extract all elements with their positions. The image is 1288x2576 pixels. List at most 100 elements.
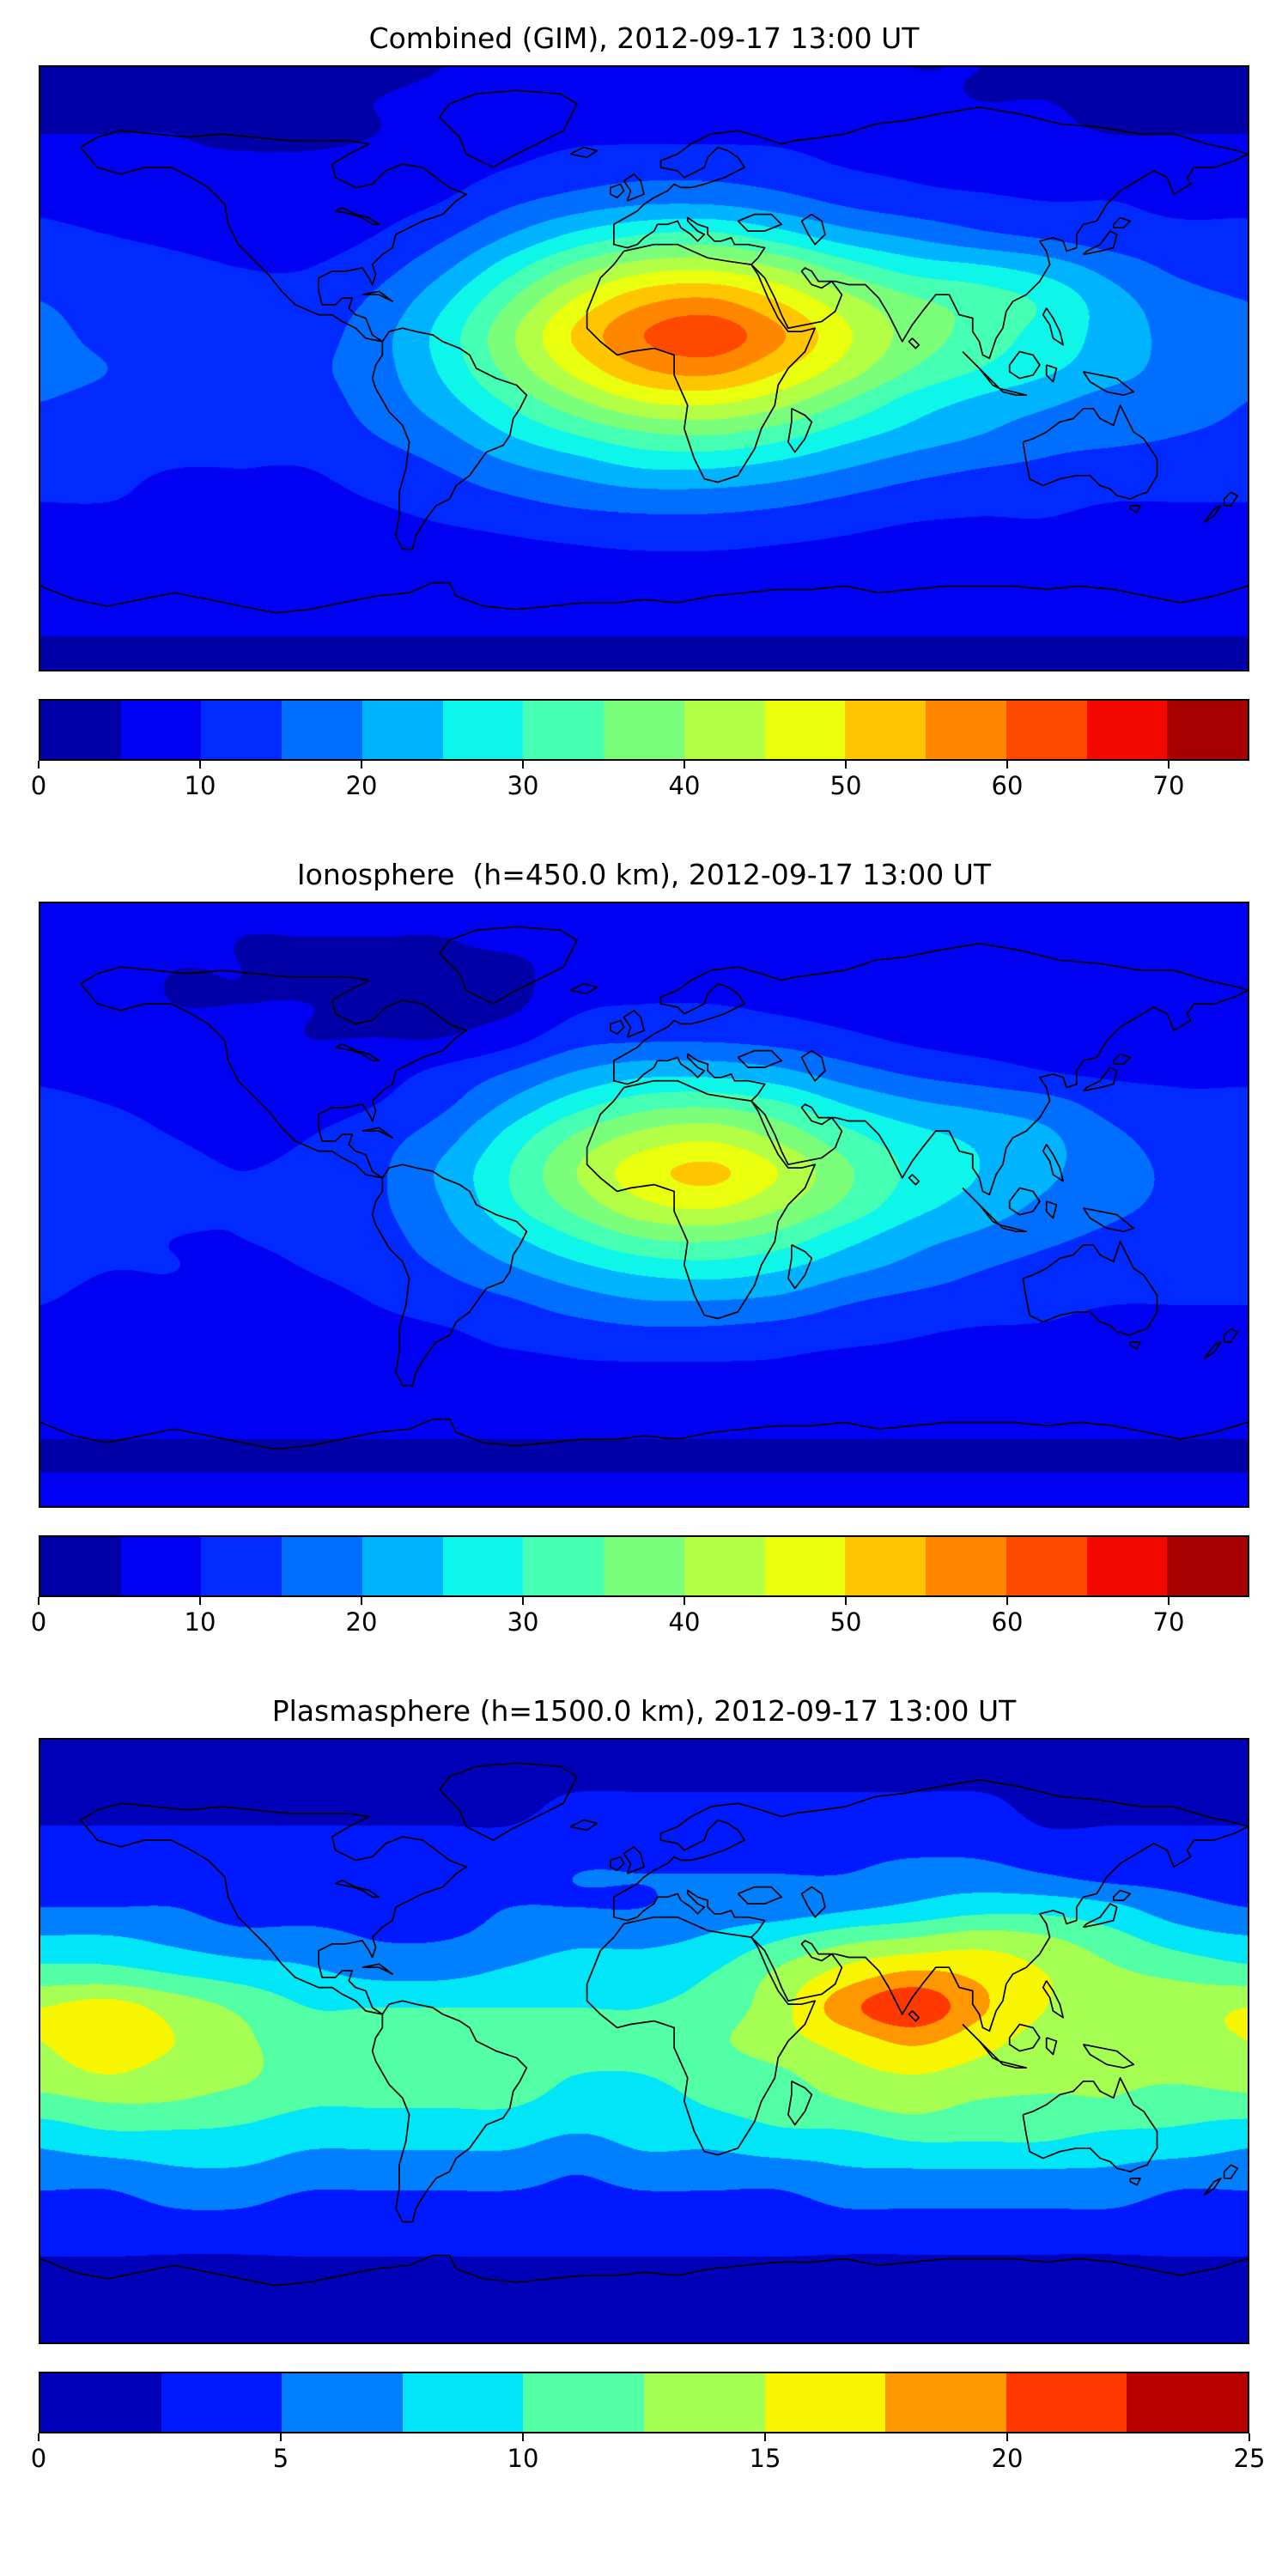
colorbar-tick-mark bbox=[522, 761, 524, 769]
colorbar-ionosphere bbox=[39, 1535, 1249, 1597]
colorbar-tick-mark bbox=[764, 2433, 766, 2441]
colorbar-band bbox=[1167, 701, 1249, 759]
colorbar-tick-label: 0 bbox=[30, 2444, 47, 2473]
colorbar-band bbox=[1005, 701, 1087, 759]
colorbar-band bbox=[1167, 1537, 1249, 1595]
coastline-path bbox=[40, 1763, 1248, 2285]
colorbar-band bbox=[523, 2373, 644, 2432]
colorbar-band bbox=[361, 1537, 443, 1595]
colorbar-tick-label: 40 bbox=[668, 771, 701, 800]
colorbar-tick-label: 70 bbox=[1152, 1607, 1185, 1637]
colorbar-tick-mark bbox=[38, 2433, 39, 2441]
colorbar-tick-label: 50 bbox=[829, 771, 862, 800]
colorbar-band bbox=[1005, 1537, 1087, 1595]
colorbar-tick-mark bbox=[683, 1597, 685, 1605]
colorbar-ticks-combined: 0 10 20 30 40 50 60 70 bbox=[31, 761, 1249, 805]
coastlines-overlay bbox=[40, 67, 1248, 670]
colorbar-combined bbox=[39, 699, 1249, 761]
colorbar-tick-label: 20 bbox=[345, 1607, 378, 1637]
colorbar-tick-mark bbox=[683, 761, 685, 769]
chart-title-plasmasphere: Plasmasphere (h=1500.0 km), 2012-09-17 1… bbox=[271, 1694, 1017, 1728]
colorbar-band bbox=[201, 701, 283, 759]
panel-combined-gim: Combined (GIM), 2012-09-17 13:00 UT 0 10 2… bbox=[31, 21, 1249, 805]
colorbar-tick-label: 0 bbox=[30, 771, 47, 800]
colorbar-tick-mark bbox=[1249, 2433, 1250, 2441]
colorbar-band bbox=[764, 701, 846, 759]
colorbar-tick-label: 10 bbox=[507, 2444, 539, 2473]
colorbar-band bbox=[683, 701, 765, 759]
colorbar-tick-mark bbox=[280, 2433, 282, 2441]
colorbar-band bbox=[402, 2373, 524, 2432]
colorbar-tick-mark bbox=[1006, 761, 1008, 769]
colorbar-tick-mark bbox=[845, 1597, 847, 1605]
map-combined bbox=[39, 65, 1249, 671]
colorbar-band bbox=[161, 2373, 283, 2432]
colorbar-tick-label: 20 bbox=[345, 771, 378, 800]
colorbar-tick-mark bbox=[361, 1597, 362, 1605]
colorbar-band bbox=[764, 2373, 886, 2432]
panel-plasmasphere: Plasmasphere (h=1500.0 km), 2012-09-17 1… bbox=[31, 1693, 1266, 2478]
colorbar-tick-label: 40 bbox=[668, 1607, 701, 1637]
colorbar-band bbox=[40, 2373, 161, 2432]
colorbar-band bbox=[643, 2373, 765, 2432]
colorbar-tick-label: 10 bbox=[184, 771, 216, 800]
colorbar-band bbox=[40, 701, 121, 759]
colorbar-tick-mark bbox=[38, 1597, 39, 1605]
colorbar-band bbox=[120, 701, 202, 759]
colorbar-band bbox=[764, 1537, 846, 1595]
colorbar-band bbox=[926, 1537, 1006, 1595]
chart-title-ionosphere: Ionosphere (h=450.0 km), 2012-09-17 13:0… bbox=[296, 858, 992, 891]
map-plasmasphere bbox=[39, 1738, 1249, 2344]
colorbar-tick-mark bbox=[1168, 761, 1170, 769]
colorbar-tick-mark bbox=[522, 1597, 524, 1605]
colorbar-tick-mark bbox=[1168, 1597, 1170, 1605]
colorbar-band bbox=[683, 1537, 765, 1595]
colorbar-tick-label: 60 bbox=[991, 1607, 1024, 1637]
colorbar-tick-label: 5 bbox=[272, 2444, 289, 2473]
colorbar-band bbox=[282, 701, 362, 759]
colorbar-band bbox=[120, 1537, 202, 1595]
chart-title-combined: Combined (GIM), 2012-09-17 13:00 UT bbox=[368, 21, 920, 55]
colorbar-ticks-plasmasphere: 0 5 10 15 20 25 bbox=[31, 2433, 1265, 2478]
colorbar-band bbox=[1086, 701, 1168, 759]
map-ionosphere bbox=[39, 902, 1249, 1508]
colorbar-band bbox=[604, 1537, 684, 1595]
colorbar-band bbox=[885, 2373, 1006, 2432]
colorbar-tick-label: 30 bbox=[507, 1607, 539, 1637]
colorbar-tick-label: 60 bbox=[991, 771, 1024, 800]
colorbar-band bbox=[845, 701, 927, 759]
colorbar-band bbox=[442, 1537, 524, 1595]
coastlines-overlay bbox=[40, 903, 1248, 1506]
colorbar-tick-mark bbox=[199, 761, 201, 769]
colorbar-band bbox=[1005, 2373, 1127, 2432]
colorbar-band bbox=[282, 2373, 403, 2432]
colorbar-band bbox=[201, 1537, 283, 1595]
colorbar-band bbox=[40, 1537, 121, 1595]
colorbar-tick-label: 50 bbox=[829, 1607, 862, 1637]
colorbar-tick-label: 25 bbox=[1233, 2444, 1266, 2473]
colorbar-band bbox=[442, 701, 524, 759]
colorbar-tick-label: 0 bbox=[30, 1607, 47, 1637]
coastline-path bbox=[40, 927, 1248, 1449]
colorbar-tick-label: 20 bbox=[991, 2444, 1024, 2473]
colorbar-tick-mark bbox=[1006, 2433, 1008, 2441]
colorbar-band bbox=[523, 701, 605, 759]
colorbar-band bbox=[1127, 2373, 1248, 2432]
colorbar-plasmasphere bbox=[39, 2372, 1249, 2433]
coastline-path bbox=[40, 90, 1248, 612]
colorbar-ticks-ionosphere: 0 10 20 30 40 50 60 70 bbox=[31, 1597, 1249, 1642]
colorbar-tick-mark bbox=[199, 1597, 201, 1605]
colorbar-tick-label: 30 bbox=[507, 771, 539, 800]
colorbar-band bbox=[926, 701, 1006, 759]
colorbar-band bbox=[523, 1537, 605, 1595]
colorbar-band bbox=[361, 701, 443, 759]
colorbar-band bbox=[282, 1537, 362, 1595]
coastlines-overlay bbox=[40, 1740, 1248, 2342]
colorbar-tick-mark bbox=[38, 761, 39, 769]
colorbar-band bbox=[845, 1537, 927, 1595]
colorbar-tick-mark bbox=[845, 761, 847, 769]
colorbar-band bbox=[1086, 1537, 1168, 1595]
colorbar-band bbox=[604, 701, 684, 759]
colorbar-tick-mark bbox=[522, 2433, 524, 2441]
